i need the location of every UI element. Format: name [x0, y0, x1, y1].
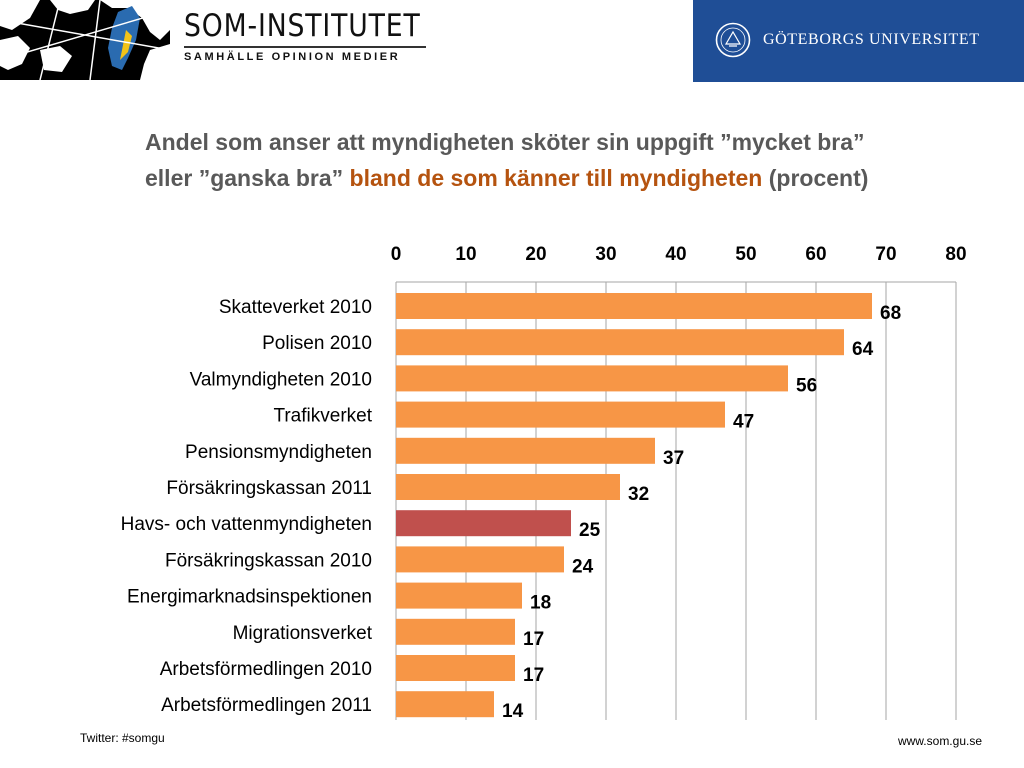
x-tick-label: 60	[805, 244, 826, 265]
bar	[396, 437, 655, 464]
data-label: 56	[796, 375, 817, 396]
bar	[396, 365, 788, 392]
bar	[396, 329, 844, 356]
som-map-logo	[0, 0, 170, 80]
category-label: Försäkringskassan 2011	[166, 478, 372, 499]
y-axis-categories: Skatteverket 2010 Polisen 2010 Valmyndighe…	[121, 297, 373, 716]
x-tick-label: 80	[945, 244, 966, 265]
title-text: Andel som anser att myndigheten sköter s…	[145, 129, 865, 191]
bar	[396, 293, 872, 319]
som-tagline: SAMHÄLLE OPINION MEDIER	[184, 51, 401, 63]
bar-chart: 0 10 20 30 40 50 60 70 80 Skatteverket 2010 Polis…	[121, 244, 967, 722]
x-tick-label: 20	[525, 244, 546, 265]
university-seal-icon	[715, 22, 751, 58]
university-name: GÖTEBORGS UNIVERSITET	[763, 31, 980, 48]
x-tick-label: 30	[595, 244, 616, 265]
category-label: Havs- och vattenmyndigheten	[121, 514, 372, 535]
bar	[396, 510, 571, 537]
x-tick-label: 50	[735, 244, 756, 265]
category-label: Energimarknadsinspektionen	[127, 587, 372, 608]
data-label: 18	[530, 593, 551, 614]
data-label: 24	[572, 556, 594, 577]
data-labels: 68 64 56 47 37 32 25 24 18 17 17 14	[502, 303, 901, 722]
x-tick-label: 70	[875, 244, 896, 265]
category-label: Valmyndigheten 2010	[190, 369, 372, 390]
bar	[396, 655, 515, 681]
chart-title: Andel som anser att myndigheten sköter s…	[145, 124, 905, 196]
twitter-handle: Twitter: #somgu	[80, 731, 165, 745]
university-banner: GÖTEBORGS UNIVERSITET	[693, 0, 1024, 82]
data-label: 37	[663, 448, 684, 469]
bar	[396, 401, 725, 428]
category-label: Polisen 2010	[262, 333, 372, 354]
som-logo-rule	[184, 46, 426, 48]
chart-bars	[396, 293, 872, 718]
bar	[396, 546, 564, 573]
bar	[396, 618, 515, 645]
x-tick-label: 40	[665, 244, 686, 265]
x-tick-label: 10	[455, 244, 476, 265]
category-label: Pensionsmyndigheten	[185, 442, 372, 463]
category-label: Arbetsförmedlingen 2010	[160, 659, 372, 680]
website-link[interactable]: www.som.gu.se	[897, 734, 982, 748]
category-label: Skatteverket 2010	[219, 297, 372, 318]
data-label: 47	[733, 412, 754, 433]
title-accent-text: bland de som känner till myndigheten	[349, 165, 763, 191]
x-axis: 0 10 20 30 40 50 60 70 80	[391, 244, 967, 283]
data-label: 32	[628, 484, 649, 505]
som-institute-name: SOM-INSTITUTET	[184, 8, 421, 44]
data-label: 25	[579, 520, 601, 541]
data-label: 14	[502, 701, 524, 722]
data-label: 68	[880, 303, 901, 324]
data-label: 64	[852, 339, 874, 360]
bar	[396, 474, 620, 500]
data-label: 17	[523, 665, 544, 686]
category-label: Migrationsverket	[233, 623, 373, 644]
bar	[396, 582, 522, 609]
category-label: Försäkringskassan 2010	[165, 550, 372, 571]
category-label: Arbetsförmedlingen 2011	[161, 695, 372, 716]
x-tick-label: 0	[391, 244, 402, 265]
bar	[396, 691, 494, 718]
category-label: Trafikverket	[273, 406, 372, 427]
title-unit-text: (procent)	[762, 165, 869, 191]
data-label: 17	[523, 629, 544, 650]
